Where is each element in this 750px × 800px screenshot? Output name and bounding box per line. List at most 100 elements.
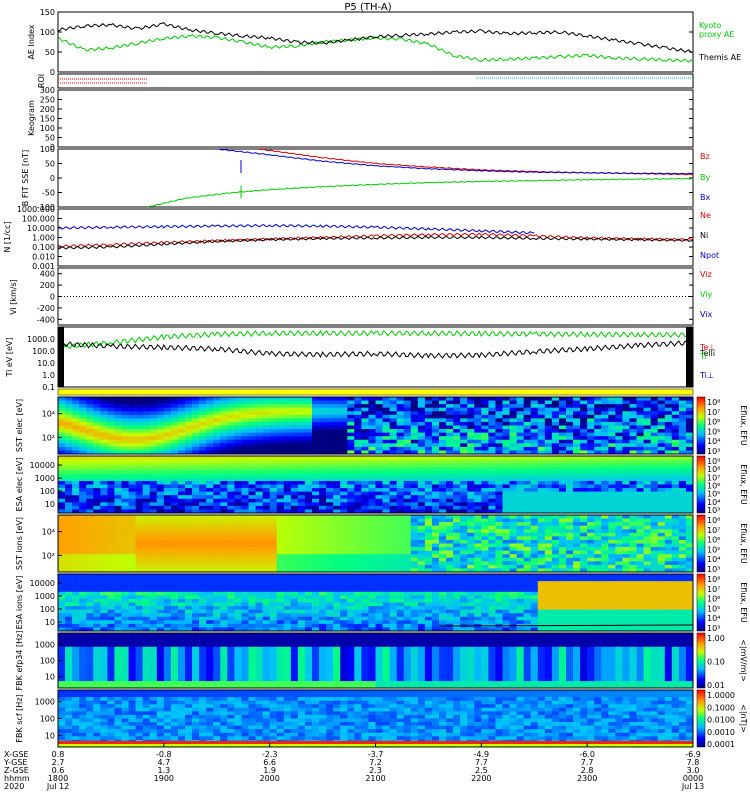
spectrogram-cell bbox=[72, 561, 80, 566]
spectrogram-cell bbox=[467, 446, 475, 451]
spectrogram-cell bbox=[467, 491, 475, 496]
spectrogram-cell bbox=[537, 470, 546, 475]
spectrogram-cell bbox=[615, 505, 623, 510]
spectrogram-cell bbox=[467, 429, 475, 433]
spectrogram-cell bbox=[199, 557, 207, 562]
spectrogram-cell bbox=[65, 502, 73, 507]
spectrogram-cell bbox=[163, 620, 172, 625]
spectrogram-cell bbox=[142, 414, 151, 419]
spectrogram-cell bbox=[206, 450, 214, 455]
spectrogram-cell bbox=[664, 529, 673, 534]
spectrogram-cell bbox=[58, 414, 66, 419]
spectrogram-cell bbox=[431, 561, 440, 566]
spectrogram-cell bbox=[65, 443, 73, 448]
spectrogram-cell bbox=[255, 561, 263, 566]
spectrogram-cell bbox=[206, 463, 214, 467]
spectrogram-cell bbox=[262, 484, 270, 489]
spectrogram-cell bbox=[537, 488, 546, 492]
spectrogram-cell bbox=[566, 568, 574, 573]
spectrogram-cell bbox=[361, 554, 369, 559]
spectrogram-cell bbox=[262, 425, 270, 430]
spectrogram-cell bbox=[142, 418, 151, 423]
spectrogram-cell bbox=[121, 456, 129, 460]
spectrogram-cell bbox=[170, 532, 179, 537]
spectrogram-cell bbox=[156, 404, 165, 408]
spectrogram-cell bbox=[65, 547, 73, 551]
spectrogram-cell bbox=[297, 411, 306, 416]
spectrogram-cell bbox=[100, 436, 108, 441]
spectrogram-cell bbox=[495, 421, 503, 426]
spectrogram-cell bbox=[495, 568, 503, 573]
spectrogram-cell bbox=[107, 568, 115, 573]
spectrogram-cell bbox=[107, 456, 115, 460]
spectrogram-cell bbox=[121, 532, 129, 537]
spectrogram-cell bbox=[276, 425, 285, 430]
spectrogram-cell bbox=[537, 463, 546, 467]
spectrogram-cell bbox=[629, 561, 637, 566]
spectrogram-cell bbox=[170, 456, 179, 460]
spectrogram-cell bbox=[206, 397, 214, 401]
spectrogram-cell bbox=[657, 429, 666, 433]
spectrogram-cell bbox=[72, 584, 80, 589]
spectrogram-cell bbox=[206, 581, 214, 585]
spectrogram-cell bbox=[488, 429, 496, 433]
spectrogram-cell bbox=[72, 598, 80, 603]
spectrogram-cell bbox=[594, 425, 602, 430]
spectrogram-cell bbox=[361, 491, 369, 496]
y-tick-label: -200 bbox=[37, 304, 55, 313]
spectrogram-cell bbox=[135, 429, 143, 433]
spectrogram-cell bbox=[149, 450, 158, 455]
spectrogram-cell bbox=[107, 522, 115, 526]
spectrogram-cell bbox=[255, 529, 263, 534]
spectrogram-cell bbox=[192, 591, 200, 596]
spectrogram-cell bbox=[185, 477, 193, 482]
spectrogram-cell bbox=[389, 466, 397, 471]
spectrogram-cell bbox=[220, 620, 228, 625]
spectrogram-cell bbox=[319, 554, 327, 559]
spectrogram-cell bbox=[382, 480, 390, 485]
spectrogram-cell bbox=[340, 397, 348, 401]
spectrogram-cell bbox=[566, 480, 574, 485]
spectrogram-cell bbox=[664, 407, 673, 412]
spectrogram-cell bbox=[170, 574, 179, 578]
spectrogram-cell bbox=[290, 568, 299, 573]
spectrogram-cell bbox=[121, 439, 129, 444]
spectrogram-cell bbox=[135, 484, 143, 489]
ylabel: SST ions [eV] bbox=[15, 517, 24, 570]
spectrogram-cell bbox=[544, 525, 553, 530]
spectrogram-cell bbox=[142, 550, 151, 555]
spectrogram-cell bbox=[431, 484, 440, 489]
spectrogram-cell bbox=[678, 564, 687, 569]
spectrogram-cell bbox=[93, 574, 101, 578]
spectrogram-cell bbox=[121, 550, 129, 555]
spectrogram-cell bbox=[121, 623, 129, 628]
spectrogram-cell bbox=[255, 564, 263, 569]
spectrogram-cell bbox=[467, 502, 475, 507]
spectrogram-cell bbox=[149, 568, 158, 573]
spectrogram-cell bbox=[516, 515, 524, 519]
spectrogram-cell bbox=[678, 450, 687, 455]
spectrogram-cell bbox=[488, 425, 496, 430]
spectrogram-cell bbox=[255, 439, 263, 444]
spectrogram-cell bbox=[636, 550, 644, 555]
spectrogram-cell bbox=[163, 495, 172, 500]
spectrogram-cell bbox=[156, 602, 165, 607]
spectrogram-cell bbox=[192, 584, 200, 589]
spectrogram-cell bbox=[551, 550, 560, 555]
spectrogram-cell bbox=[446, 480, 454, 485]
spectrogram-cell bbox=[128, 529, 136, 534]
spectrogram-cell bbox=[474, 411, 482, 416]
spectrogram-cell bbox=[163, 466, 172, 471]
spectrogram-cell bbox=[72, 550, 80, 555]
spectrogram-cell bbox=[424, 515, 433, 519]
spectrogram-cell bbox=[446, 459, 454, 464]
spectrogram-cell bbox=[149, 502, 158, 507]
spectrogram-cell bbox=[312, 459, 320, 464]
spectrogram-cell bbox=[439, 515, 447, 519]
spectrogram-cell bbox=[530, 505, 539, 510]
spectrogram-cell bbox=[283, 488, 292, 492]
spectrogram-cell bbox=[643, 443, 651, 448]
ylabel: SST elec [eV] bbox=[15, 399, 24, 452]
spectrogram-cell bbox=[509, 522, 517, 526]
spectrogram-cell bbox=[163, 498, 172, 503]
